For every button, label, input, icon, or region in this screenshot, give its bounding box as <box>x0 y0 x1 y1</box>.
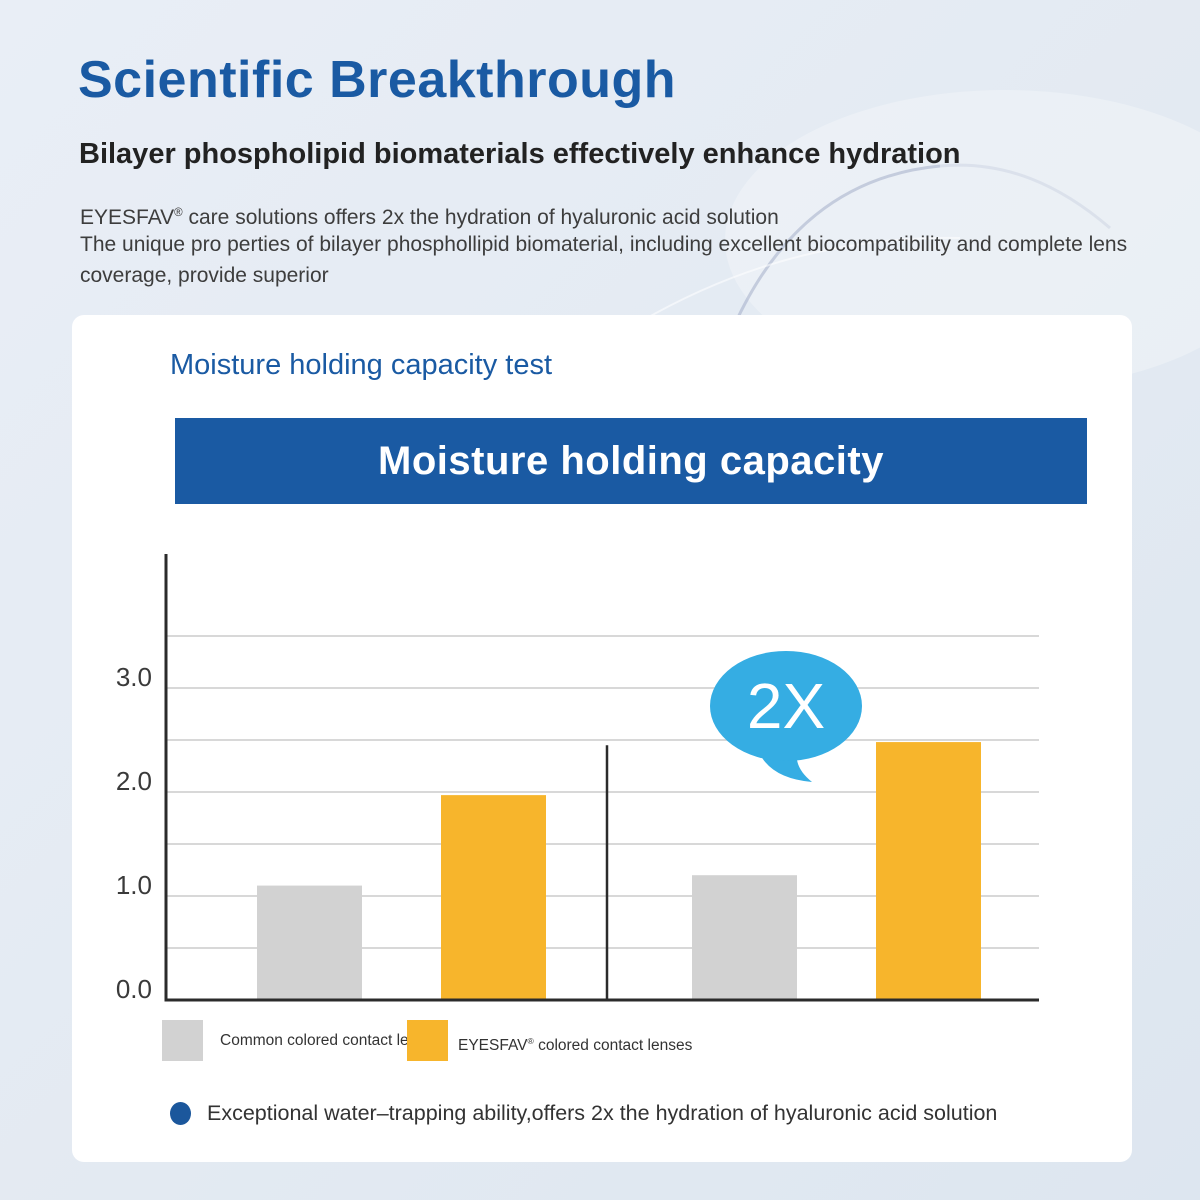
y-tick-label: 2.0 <box>116 766 152 796</box>
chart-banner-text: Moisture holding capacity <box>378 439 884 483</box>
footnote-text: Exceptional water–trapping ability,offer… <box>207 1101 998 1125</box>
bullet-dot-icon <box>170 1102 191 1125</box>
annotation-bubble <box>710 651 862 761</box>
y-tick-label: 0.0 <box>116 974 152 1004</box>
chart-banner: Moisture holding capacity <box>175 418 1087 504</box>
annotation-bubble-text: 2X <box>747 670 825 742</box>
chart-card: Moisture holding capacity test Moisture … <box>72 315 1132 1162</box>
bar-chart: 0.0 1.0 2.0 3.0 2X <box>112 554 1062 1014</box>
chart-section-title: Moisture holding capacity test <box>170 349 553 381</box>
brand-name: EYESFAV <box>80 206 175 229</box>
legend-brand-name: EYESFAV <box>458 1037 528 1055</box>
legend-registered-mark: ® <box>527 1036 534 1046</box>
bar-chart-svg: 0.0 1.0 2.0 3.0 2X <box>116 554 1039 1004</box>
page-title: Scientific Breakthrough <box>78 51 677 109</box>
bar-common-group1 <box>257 885 362 1000</box>
legend-label-eyesfav: EYESFAV® colored contact lenses <box>458 1031 692 1056</box>
legend-swatch-eyesfav <box>407 1020 448 1061</box>
bar-eyesfav-group1 <box>441 795 546 1000</box>
y-tick-label: 1.0 <box>116 870 152 900</box>
footnote: Exceptional water–trapping ability,offer… <box>170 1101 997 1126</box>
bar-common-group2 <box>692 875 797 1000</box>
bar-eyesfav-group2 <box>876 742 981 1000</box>
y-tick-label: 3.0 <box>116 662 152 692</box>
registered-mark: ® <box>174 207 183 219</box>
body-paragraph-1: EYESFAV® care solutions offers 2x the hy… <box>80 198 1160 233</box>
legend-label-eyesfav-text: colored contact lenses <box>533 1037 693 1055</box>
body-paragraph-2: The unique pro perties of bilayer phosph… <box>80 233 1128 287</box>
legend-label-common: Common colored contact lenses <box>220 1032 442 1049</box>
page-subtitle: Bilayer phospholipid biomaterials effect… <box>79 138 961 170</box>
body-paragraph-1-text: care solutions offers 2x the hydration o… <box>182 206 779 229</box>
legend-swatch-common <box>162 1020 203 1061</box>
